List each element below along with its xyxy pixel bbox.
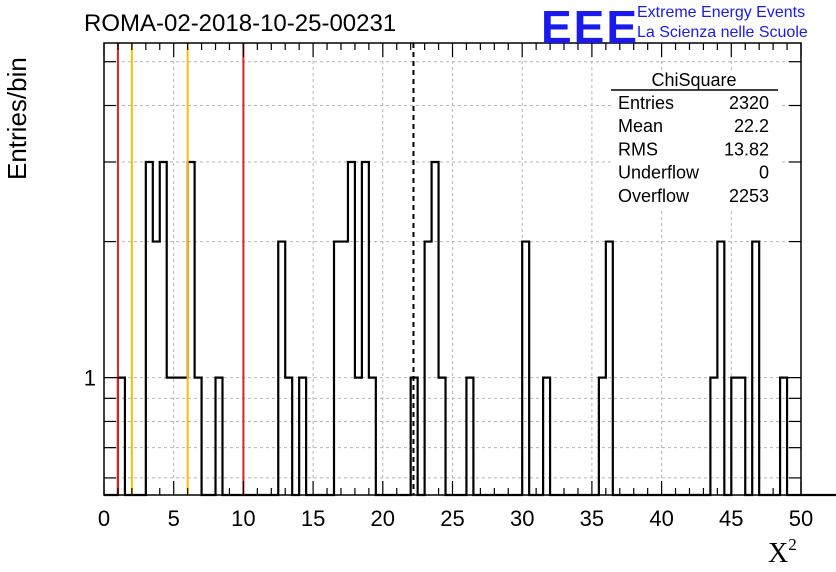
stats-value: 2320: [729, 93, 769, 113]
grid-layer: [104, 43, 801, 495]
x-tick-label: 15: [301, 506, 325, 531]
stats-label: Entries: [618, 93, 674, 113]
x-tick-label: 40: [649, 506, 673, 531]
x-tick-label: 30: [510, 506, 534, 531]
x-tick-label: 5: [168, 506, 180, 531]
stats-header: ChiSquare: [651, 70, 736, 90]
histogram-outline: [104, 160, 836, 497]
stats-value: 22.2: [734, 116, 769, 136]
x-tick-label: 35: [580, 506, 604, 531]
x-tick-label: 25: [440, 506, 464, 531]
eee-logo-mark: EEE: [541, 1, 640, 53]
y-tick-label: 1: [84, 366, 96, 391]
stats-label: Mean: [618, 116, 663, 136]
stats-box-bg: [611, 70, 781, 210]
x-tick-label: 0: [98, 506, 110, 531]
logo-line-2: La Scienza nelle Scuole: [637, 24, 808, 41]
y-axis-label: Entries/bin: [2, 57, 32, 180]
chart-title: ROMA-02-2018-10-25-00231: [84, 10, 397, 37]
x-tick-label: 45: [719, 506, 743, 531]
stats-value: 0: [759, 163, 769, 183]
x-tick-label: 10: [231, 506, 255, 531]
logo-line-1: Extreme Energy Events: [637, 4, 806, 21]
stats-label: Underflow: [618, 163, 700, 183]
x-tick-label: 50: [789, 506, 813, 531]
stats-box: ChiSquare Entries 2320 Mean 22.2 RMS 13.82 Unde…: [611, 70, 781, 210]
stats-label: Overflow: [618, 186, 690, 206]
stats-value: 2253: [729, 186, 769, 206]
stats-label: RMS: [618, 139, 658, 159]
reference-lines: [116, 43, 415, 495]
stats-value: 13.82: [724, 139, 769, 159]
x-axis-label: X2: [768, 535, 797, 569]
x-tick-label: 20: [371, 506, 395, 531]
axes: 0 5 10 15 20 25 30 35 40 45 50 1: [84, 42, 813, 531]
histogram-series: [104, 160, 836, 497]
